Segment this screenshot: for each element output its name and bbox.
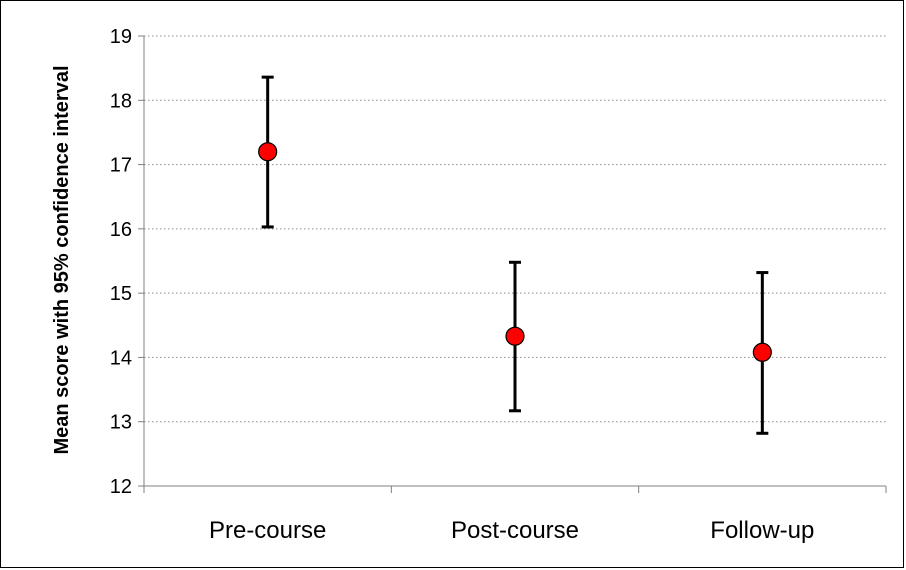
data-point [258, 142, 278, 162]
data-point [752, 342, 772, 362]
y-tick-label: 15 [110, 283, 132, 305]
y-axis-title: Mean score with 95% confidence interval [51, 65, 73, 454]
x-category-labels: Pre-course Post-course Follow-up [209, 517, 814, 544]
y-tick-label: 16 [110, 219, 132, 241]
y-tick-labels: 12 13 14 15 16 17 18 19 [110, 26, 132, 498]
y-tick-label: 12 [110, 476, 132, 498]
x-category-label: Pre-course [209, 517, 326, 544]
axes [138, 35, 887, 493]
error-bars [261, 75, 769, 435]
y-tick-label: 19 [110, 26, 132, 48]
data-points [258, 142, 772, 362]
x-category-label: Post-course [451, 517, 579, 544]
data-point [505, 326, 525, 346]
y-tick-label: 18 [110, 90, 132, 112]
x-category-label: Follow-up [710, 517, 814, 544]
y-tick-label: 14 [110, 347, 132, 369]
y-tick-label: 17 [110, 155, 132, 177]
y-tick-label: 13 [110, 412, 132, 434]
